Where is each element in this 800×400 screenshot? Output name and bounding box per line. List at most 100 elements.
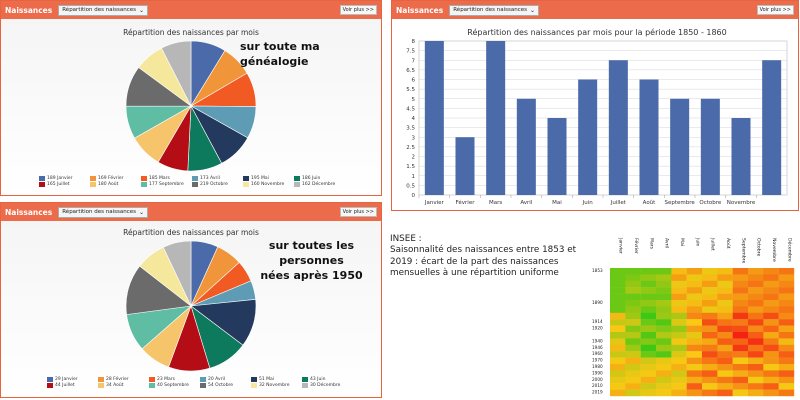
bar-septembre	[670, 98, 690, 195]
heatmap-cell	[656, 338, 672, 345]
heatmap-cell	[640, 332, 657, 339]
heatmap-cell	[748, 319, 764, 326]
x-tick-label: Septembre	[665, 200, 696, 206]
heatmap-cell	[640, 268, 657, 275]
legend-item[interactable]: 28 Février	[98, 377, 149, 382]
legend-swatch	[47, 383, 53, 388]
legend-swatch	[251, 383, 257, 388]
heatmap-cell	[610, 370, 626, 377]
heatmap-cell	[625, 370, 641, 377]
chart-title: Répartition des naissances par mois	[123, 28, 259, 37]
panel-header: Naissances Répartition des naissances ⌄ V…	[1, 203, 381, 221]
heatmap-month-label: Août	[725, 238, 732, 249]
heatmap-cell	[610, 274, 626, 281]
heatmap-year-label: 2019	[592, 390, 603, 395]
heatmap-cell	[610, 383, 626, 390]
heatmap-cell	[610, 389, 626, 397]
legend-label: 43 Juin	[310, 377, 326, 382]
chart-type-select[interactable]: Répartition des naissances ⌄	[58, 4, 149, 16]
heatmap-cell	[702, 287, 718, 294]
heatmap-cell	[702, 274, 718, 281]
heatmap-cell	[625, 351, 641, 358]
heatmap-cell	[610, 332, 626, 339]
bar-avril	[516, 98, 536, 195]
heatmap-cell	[610, 364, 626, 371]
legend-label: 28 Février	[106, 377, 129, 382]
legend-item[interactable]: 44 Juillet	[47, 383, 98, 388]
heatmap-cell	[717, 351, 733, 358]
legend-item[interactable]: 195 Mai	[243, 176, 294, 181]
heatmap-cell	[763, 357, 779, 365]
legend-item[interactable]: 160 Novembre	[243, 182, 294, 187]
heatmap-cell	[686, 332, 703, 339]
heatmap-cell	[763, 319, 779, 326]
panel-title: Naissances	[5, 5, 53, 15]
heatmap-cell	[778, 268, 795, 275]
insee-caption-title: INSEE :	[390, 234, 422, 244]
heatmap-cell	[717, 344, 733, 352]
legend-item[interactable]: 34 Août	[98, 383, 149, 388]
heatmap-cell	[778, 351, 795, 358]
chart-type-select[interactable]: Répartition des naissances ⌄	[449, 4, 540, 16]
heatmap-cell	[732, 300, 749, 307]
heatmap-cell	[702, 338, 718, 345]
legend-item[interactable]: 29 Janvier	[47, 377, 98, 382]
bar-chart: 0 0.5 1 1.5 2 2.5 3 3.5 4 4.5 5 5.5 6 6.5 7 7.5 8 Janvier…	[406, 39, 788, 206]
legend-item[interactable]: 185 Mars	[141, 176, 192, 181]
heatmap-cell	[702, 312, 718, 320]
legend-item[interactable]: 189 Janvier	[39, 176, 90, 181]
legend-item[interactable]: 51 Mai	[251, 377, 302, 382]
legend-item[interactable]: 54 Octobre	[200, 383, 251, 388]
heatmap-cell	[656, 300, 672, 307]
heatmap-cell	[640, 357, 657, 365]
heatmap-cell	[717, 280, 733, 288]
heatmap-cell	[748, 370, 764, 377]
legend-label: 173 Avril	[200, 176, 220, 181]
legend-item[interactable]: 165 Juillet	[39, 182, 90, 187]
heatmap-cell	[763, 325, 779, 333]
heatmap-cell	[640, 389, 657, 397]
legend-item[interactable]: 23 Mars	[149, 377, 200, 382]
legend-label: 169 Février	[98, 176, 124, 181]
heatmap-cell	[748, 357, 764, 365]
legend-item[interactable]: 186 Juin	[294, 176, 345, 181]
legend-item[interactable]: 43 Juin	[302, 377, 353, 382]
heatmap-cell	[640, 287, 657, 294]
chart-type-select[interactable]: Répartition des naissances ⌄	[58, 206, 149, 218]
heatmap-cell	[671, 280, 687, 288]
heatmap-year-label: 2000	[592, 377, 603, 382]
heatmap-cell	[763, 370, 779, 377]
heatmap-cell	[671, 357, 687, 365]
heatmap-cell	[625, 312, 641, 320]
legend-swatch	[141, 182, 147, 187]
heatmap-cell	[625, 376, 641, 384]
heatmap-cell	[732, 370, 749, 377]
heatmap-cell	[640, 293, 657, 301]
heatmap-cell	[686, 338, 703, 345]
heatmap-cell	[717, 364, 733, 371]
legend-item[interactable]: 180 Août	[90, 182, 141, 187]
heatmap-cell	[763, 389, 779, 397]
legend-item[interactable]: 162 Décembre	[294, 182, 345, 187]
heatmap-cell	[610, 268, 626, 275]
heatmap-cell	[763, 364, 779, 371]
heatmap-cell	[778, 300, 795, 307]
legend-item[interactable]: 177 Septembre	[141, 182, 192, 187]
legend-item[interactable]: 20 Avril	[200, 377, 251, 382]
legend-swatch	[192, 176, 198, 181]
legend-item[interactable]: 30 Décembre	[302, 383, 353, 388]
legend-item[interactable]: 40 Septembre	[149, 383, 200, 388]
heatmap-cell	[702, 389, 718, 397]
see-more-button[interactable]: Voir plus >>	[339, 5, 377, 15]
legend-item[interactable]: 173 Avril	[192, 176, 243, 181]
heatmap-cell	[778, 370, 795, 377]
legend-item[interactable]: 219 Octobre	[192, 182, 243, 187]
heatmap-year-label: 1990	[592, 370, 603, 375]
heatmap-cell	[625, 293, 641, 301]
heatmap-cell	[656, 351, 672, 358]
heatmap-cell	[778, 325, 795, 333]
see-more-button[interactable]: Voir plus >>	[339, 207, 377, 217]
legend-item[interactable]: 32 Novembre	[251, 383, 302, 388]
legend-item[interactable]: 169 Février	[90, 176, 141, 181]
see-more-button[interactable]: Voir plus >>	[756, 5, 794, 15]
